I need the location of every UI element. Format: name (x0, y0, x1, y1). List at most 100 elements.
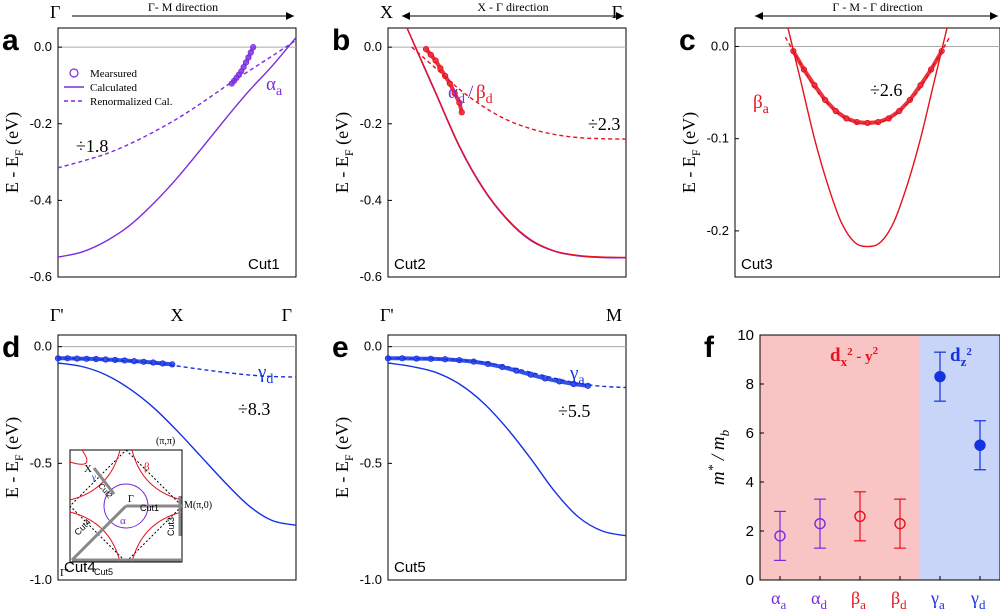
inset-alpha-label: α (120, 515, 126, 527)
measured-point (54, 355, 62, 362)
y-tick-label: -0.4 (30, 192, 52, 207)
measured-point (470, 358, 477, 365)
measured-point (384, 355, 392, 362)
arrow-head (616, 12, 624, 20)
y-tick-label: -0.1 (707, 131, 729, 146)
renormalized-curve (57, 39, 297, 169)
band-label-separator: / (468, 82, 474, 103)
measured-point (242, 59, 250, 66)
y-axis-label: m* / mb (705, 429, 732, 485)
y-axis-label: E - EF (eV) (679, 112, 703, 193)
y-axis-label: E - EF (eV) (332, 112, 356, 193)
measured-point (513, 367, 520, 374)
calculated-curve (387, 362, 627, 537)
cut2-line (92, 467, 116, 495)
x-tick-label: γa (930, 588, 945, 611)
measured-point (584, 382, 592, 389)
k-point-start-label: Γ (50, 2, 60, 22)
arrow-head (402, 12, 410, 20)
measured-point (527, 371, 534, 378)
measured-point (811, 82, 818, 89)
y-tick-label: 0.0 (711, 38, 729, 53)
measured-point (875, 118, 882, 126)
panel-f: 0 2 4 6 8 10 f m* / mb dx2 - y2 dz2 αa αd βa βd γa γd (704, 327, 1000, 611)
inset-cut-label: Cut5 (94, 567, 113, 577)
y-tick-label: 10 (737, 327, 754, 344)
renormalized-curve (387, 357, 627, 389)
panel-letter: b (332, 24, 350, 57)
region-label-dz2: dz2 (950, 345, 972, 369)
effective-mass-point (854, 510, 866, 522)
inset-x-label: X (84, 463, 92, 475)
effective-mass-point (934, 370, 946, 383)
x-tick-label: αd (811, 588, 827, 611)
beta-pocket (131, 511, 183, 563)
legend-entry: Mearsured (90, 68, 138, 80)
factor-label: ÷1.8 (76, 136, 108, 156)
measured-point (92, 355, 100, 363)
effective-mass-point (894, 517, 906, 530)
diamond-zone (69, 449, 183, 563)
measured-point (484, 360, 492, 368)
measured-point (427, 355, 434, 362)
panel-letter: c (679, 24, 696, 57)
plot-frame (57, 27, 297, 278)
inset-gamma-label: Γ (128, 494, 134, 505)
measured-point (499, 363, 506, 371)
k-point-end-label: Γ (612, 2, 622, 22)
k-point-start-label: X (380, 2, 393, 22)
measured-point (446, 80, 453, 87)
effective-mass-point (974, 439, 986, 451)
y-tick-label: 8 (746, 376, 754, 393)
y-tick-label: 4 (746, 474, 754, 491)
y-axis-label: E - EF (eV) (2, 417, 26, 498)
k-point-end-label: Γ (282, 305, 292, 325)
band-label: βd (476, 82, 493, 107)
x-tick-label: αa (771, 588, 786, 611)
calculated-curve (406, 27, 627, 259)
measured-point (83, 355, 90, 362)
k-point-end-label: M (606, 305, 622, 325)
measured-point (399, 355, 406, 362)
y-tick-label: 0.0 (34, 339, 52, 354)
cut-label: Cut4 (64, 559, 96, 576)
cut4-line (70, 504, 128, 562)
measured-point (240, 63, 247, 71)
plot-frame (734, 27, 1000, 278)
y-tick-label: 0.0 (34, 39, 52, 54)
measured-point (885, 115, 892, 122)
measured-point (73, 355, 81, 362)
beta-corner (69, 449, 88, 465)
panel-letter: f (704, 331, 715, 364)
measured-point (800, 66, 808, 73)
measured-point (112, 356, 119, 364)
y-tick-label: -1.0 (360, 572, 382, 587)
panel-b: 0.0 -0.2 -0.4 -0.6 E - EF (eV) b Cut2 X - Γ dir… (332, 0, 627, 284)
measured-point (790, 47, 797, 55)
measured-point (250, 44, 257, 51)
measured-point (64, 355, 71, 362)
inset-corner-label: (π,π) (156, 436, 175, 447)
renormalized-curve (57, 357, 297, 378)
arrow-head (755, 12, 763, 20)
plot-frame (759, 334, 1000, 581)
y-tick-label: -1.0 (30, 572, 52, 587)
y-axis-label: E - EF (eV) (332, 417, 356, 498)
legend-marker (69, 68, 79, 78)
y-tick-label: 0.0 (364, 39, 382, 54)
measured-point (150, 359, 157, 366)
inset-beta-label: β (144, 461, 150, 473)
measured-point (864, 119, 871, 127)
measured-point (413, 355, 420, 362)
measured-point (131, 358, 138, 365)
k-point-start-label: Γ' (380, 305, 394, 325)
k-point-mid-label: X (171, 305, 184, 325)
measured-point (437, 65, 444, 72)
x-tick-label: βa (851, 588, 866, 611)
direction-label: X - Γ direction (477, 0, 548, 14)
x-tick-label: βd (891, 588, 907, 611)
y-axis-label: E - EF (eV) (2, 112, 26, 193)
y-tick-label: -0.4 (360, 192, 382, 207)
